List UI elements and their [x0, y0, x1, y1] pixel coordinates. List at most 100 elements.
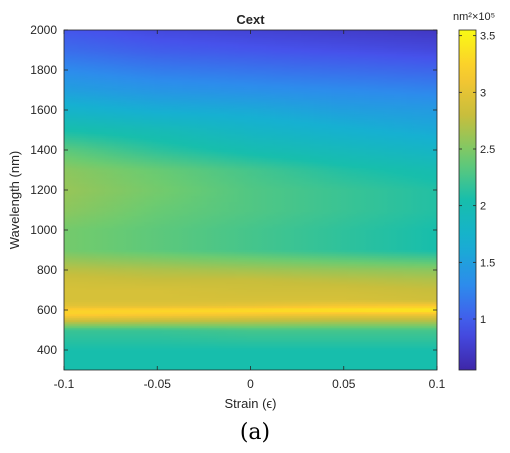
heatmap-row	[64, 189, 437, 193]
heatmap-row	[64, 207, 437, 211]
heatmap-row	[64, 85, 437, 89]
heatmap-row	[64, 321, 437, 325]
heatmap-row	[64, 219, 437, 223]
heatmap-row	[64, 325, 437, 329]
heatmap-row	[64, 333, 437, 337]
heatmap-row	[64, 133, 437, 137]
y-tick-label: 2000	[30, 23, 57, 37]
heatmap-row	[64, 175, 437, 179]
heatmap-row	[64, 361, 437, 365]
heatmap-row	[64, 105, 437, 109]
heatmap-row	[64, 41, 437, 45]
colorbar-tick-label: 3	[480, 87, 486, 99]
heatmap-row	[64, 223, 437, 227]
heatmap-row	[64, 221, 437, 225]
heatmap-row	[64, 215, 437, 219]
heatmap-row	[64, 139, 437, 143]
heatmap-row	[64, 39, 437, 43]
heatmap-row	[64, 251, 437, 255]
heatmap-row	[64, 329, 437, 333]
heatmap-row	[64, 81, 437, 85]
heatmap-row	[64, 337, 437, 341]
heatmap-row	[64, 93, 437, 97]
heatmap-row	[64, 331, 437, 335]
heatmap-row	[64, 121, 437, 125]
heatmap-row	[64, 167, 437, 171]
heatmap-row	[64, 101, 437, 105]
heatmap-row	[64, 49, 437, 53]
heatmap-row	[64, 193, 437, 197]
heatmap-row	[64, 191, 437, 195]
heatmap-row	[64, 157, 437, 161]
y-tick-label: 1200	[30, 183, 57, 197]
heatmap-row	[64, 317, 437, 321]
x-tick-label: -0.1	[54, 377, 75, 391]
heatmap-row	[64, 309, 437, 313]
heatmap-row	[64, 71, 437, 75]
heatmap-row	[64, 145, 437, 149]
heatmap-row	[64, 277, 437, 281]
heatmap-row	[64, 237, 437, 241]
heatmap-row	[64, 159, 437, 163]
heatmap-row	[64, 295, 437, 299]
heatmap-row	[64, 323, 437, 327]
heatmap-row	[64, 253, 437, 257]
heatmap-row	[64, 67, 437, 71]
heatmap-row	[64, 95, 437, 99]
heatmap-row	[64, 115, 437, 119]
colorbar-tick-label: 2	[480, 201, 486, 213]
figure-caption: (a)	[239, 420, 271, 445]
heatmap-row	[64, 339, 437, 343]
heatmap-row	[64, 265, 437, 269]
heatmap-row	[64, 199, 437, 203]
heatmap-row	[64, 259, 437, 263]
heatmap-row	[64, 89, 437, 93]
heatmap-row	[64, 349, 437, 353]
colorbar-tick-label: 1	[480, 314, 486, 326]
heatmap-row	[64, 281, 437, 285]
heatmap-row	[64, 137, 437, 141]
heatmap-row	[64, 165, 437, 169]
heatmap-row	[64, 117, 437, 121]
y-axis-label: Wavelength (nm)	[7, 151, 22, 250]
heatmap-row	[64, 59, 437, 63]
heatmap-row	[64, 227, 437, 231]
heatmap-row	[64, 347, 437, 351]
colorbar	[458, 29, 477, 371]
heatmap-row	[64, 57, 437, 61]
heatmap-row	[64, 293, 437, 297]
colorbar-tick-label: 1.5	[480, 257, 495, 269]
heatmap-row	[64, 113, 437, 117]
heatmap-row	[64, 359, 437, 363]
heatmap-row	[64, 335, 437, 339]
colorbar-label: nm²×10⁵	[453, 11, 495, 23]
heatmap-row	[64, 287, 437, 291]
heatmap-row	[64, 273, 437, 277]
heatmap-row	[64, 327, 437, 331]
heatmap-row	[64, 107, 437, 111]
y-tick-label: 1000	[30, 223, 57, 237]
heatmap-row	[64, 153, 437, 157]
heatmap-row	[64, 355, 437, 359]
heatmap-row	[64, 69, 437, 73]
heatmap-row	[64, 91, 437, 95]
heatmap-row	[64, 267, 437, 271]
heatmap-row	[64, 35, 437, 39]
heatmap-row	[64, 187, 437, 191]
heatmap-row	[64, 345, 437, 349]
heatmap-row	[64, 33, 437, 37]
heatmap-row	[64, 231, 437, 235]
heatmap-row	[64, 241, 437, 245]
y-axis: 400 600 800 1000 1200 1400 1600 1800 2000	[30, 23, 437, 357]
heatmap-row	[64, 255, 437, 259]
heatmap-row	[64, 311, 437, 315]
heatmap-row	[64, 79, 437, 83]
heatmap-row	[64, 43, 437, 47]
heatmap-row	[64, 177, 437, 181]
heatmap-row	[64, 185, 437, 189]
heatmap-row	[64, 263, 437, 267]
colorbar-axis: 1 1.5 2 2.5 3 3.5	[459, 31, 495, 326]
y-tick-label: 600	[37, 303, 57, 317]
heatmap-row	[64, 77, 437, 81]
heatmap-row	[64, 213, 437, 217]
